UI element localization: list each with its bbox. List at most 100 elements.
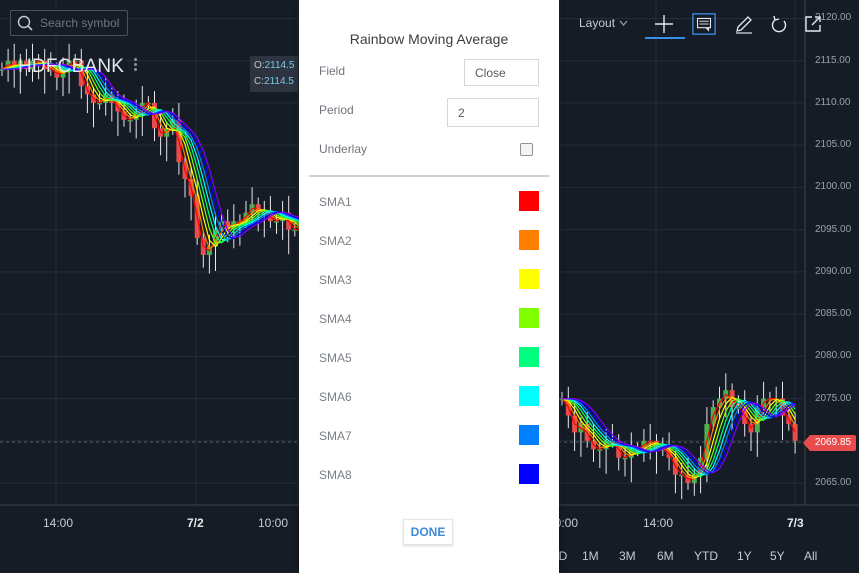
candle-body [767, 398, 773, 401]
share-button[interactable] [801, 12, 825, 36]
sma-row-7: SMA7 [299, 412, 559, 451]
price-tick-label: 2110.00 [815, 96, 851, 108]
sma-label: SMA6 [319, 390, 352, 404]
underlay-label: Underlay [319, 142, 368, 156]
field-select[interactable] [464, 59, 539, 86]
rainbow-ma-line-7 [561, 398, 796, 476]
symbol-search[interactable] [10, 10, 130, 36]
price-tick-label: 2120.00 [815, 12, 852, 24]
candle-body [127, 119, 133, 122]
open-value: 2114.5 [264, 60, 295, 71]
time-tick-label: 10:00 [258, 516, 289, 530]
price-tick-label: 2095.00 [815, 223, 852, 235]
sma-row-6: SMA6 [299, 373, 559, 412]
candle-body [48, 69, 54, 71]
candle-body [622, 457, 628, 460]
rainbow-ma-line-9 [1, 63, 302, 239]
sma-color-swatch[interactable] [519, 191, 539, 211]
done-button[interactable]: DONE [403, 519, 453, 545]
rainbow-ma-line-8 [561, 398, 796, 474]
rainbow-ma-line-5 [561, 398, 796, 477]
symbol-title: HDFCBANK [18, 56, 125, 77]
pencil-icon [736, 16, 752, 34]
sma-row-5: SMA5 [299, 334, 559, 373]
sma-color-swatch[interactable] [519, 230, 539, 250]
annotation-button[interactable] [692, 12, 716, 36]
sma-color-swatch[interactable] [519, 308, 539, 328]
range-option-5y[interactable]: 5Y [770, 549, 785, 563]
range-option-1y[interactable]: 1Y [737, 549, 752, 563]
draw-button[interactable] [732, 12, 756, 36]
range-option-ytd[interactable]: YTD [694, 549, 718, 563]
rainbow-ma-line-4 [561, 397, 796, 478]
sma-row-2: SMA2 [299, 217, 559, 256]
crosshair-active-indicator [645, 37, 685, 39]
candle-body [647, 440, 653, 443]
sma-row-1: SMA1 [299, 178, 559, 217]
candle-body [660, 449, 666, 451]
close-value: 2114.5 [264, 76, 294, 87]
crosshair-button[interactable] [652, 12, 676, 36]
last-price-marker: 2069.85 [803, 435, 856, 451]
sma-color-swatch[interactable] [519, 347, 539, 367]
sma-label: SMA3 [319, 273, 352, 287]
range-option-3m[interactable]: 3M [619, 549, 636, 563]
sma-color-swatch[interactable] [519, 269, 539, 289]
share-icon [805, 16, 821, 32]
sma-row-3: SMA3 [299, 256, 559, 295]
sma-row-4: SMA4 [299, 295, 559, 334]
underlay-checkbox[interactable] [520, 143, 533, 156]
dialog-title: Rainbow Moving Average [349, 31, 509, 47]
rainbow-ma-dialog: Rainbow Moving Average Field Period Unde… [299, 0, 559, 573]
price-tick-label: 2115.00 [815, 54, 851, 66]
price-tick-label: 2090.00 [815, 265, 852, 277]
time-tick-label: 14:00 [643, 516, 674, 530]
chat-icon [692, 13, 716, 35]
sma-label: SMA8 [319, 468, 352, 482]
candle-body [635, 449, 641, 451]
range-option-all[interactable]: All [804, 549, 818, 563]
period-label: Period [319, 103, 354, 117]
symbol-menu-icon[interactable] [133, 58, 139, 74]
candle-body [597, 449, 603, 451]
candle-body [292, 229, 298, 232]
sma-label: SMA1 [319, 195, 352, 209]
price-tick-label: 2100.00 [815, 181, 852, 193]
rainbow-ma-line-3 [1, 62, 302, 248]
layout-button[interactable]: Layout [579, 16, 628, 30]
top-toolbar: Layout [560, 0, 859, 48]
time-tick-label: 7/3 [787, 516, 804, 530]
rainbow-ma-line-2 [561, 395, 796, 480]
ohlc-readout: O:2114.5 C:2114.5 [250, 56, 299, 92]
crosshair-icon [655, 15, 673, 33]
range-option-6m[interactable]: 6M [657, 549, 674, 563]
sma-row-8: SMA8 [299, 451, 559, 490]
sma-color-swatch[interactable] [519, 425, 539, 445]
period-input[interactable] [447, 98, 539, 127]
rainbow-ma-line-3 [561, 396, 796, 479]
price-tick-label: 2080.00 [815, 350, 852, 362]
sma-color-swatch[interactable] [519, 386, 539, 406]
rainbow-ma-line-6 [561, 398, 796, 476]
dialog-divider [309, 175, 549, 177]
candle-body [97, 102, 103, 105]
time-tick-label: 14:00 [43, 516, 74, 530]
rainbow-ma-line-9 [561, 398, 796, 474]
search-input[interactable] [38, 15, 130, 31]
sma-label: SMA7 [319, 429, 352, 443]
price-tick-label: 2085.00 [815, 308, 852, 320]
chevron-down-icon [619, 20, 628, 26]
candle-body [274, 221, 279, 223]
sma-label: SMA4 [319, 312, 352, 326]
price-tick-label: 2075.00 [815, 392, 852, 404]
sma-label: SMA5 [319, 351, 352, 365]
undo-button[interactable] [767, 12, 791, 36]
search-icon [17, 15, 33, 31]
price-tick-label: 2065.00 [815, 477, 852, 489]
range-option-1m[interactable]: 1M [582, 549, 599, 563]
candle-body [237, 221, 243, 223]
candle-body [36, 60, 42, 63]
time-tick-label: 7/2 [187, 516, 204, 530]
sma-row-9: SMA9 [299, 490, 559, 502]
sma-color-swatch[interactable] [519, 464, 539, 484]
